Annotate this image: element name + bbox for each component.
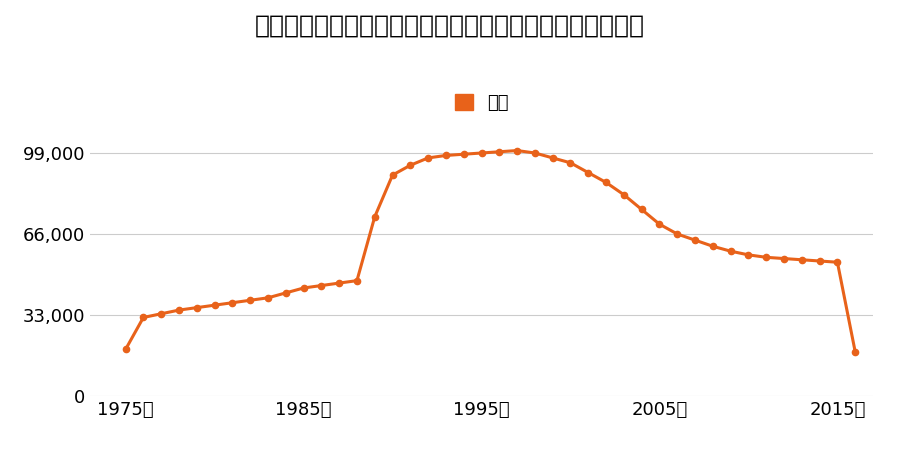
Legend: 価格: 価格 — [447, 86, 516, 119]
Text: 山口県岩国市大字通津字龍立原２８７５番１１の地価推移: 山口県岩国市大字通津字龍立原２８７５番１１の地価推移 — [255, 14, 645, 37]
